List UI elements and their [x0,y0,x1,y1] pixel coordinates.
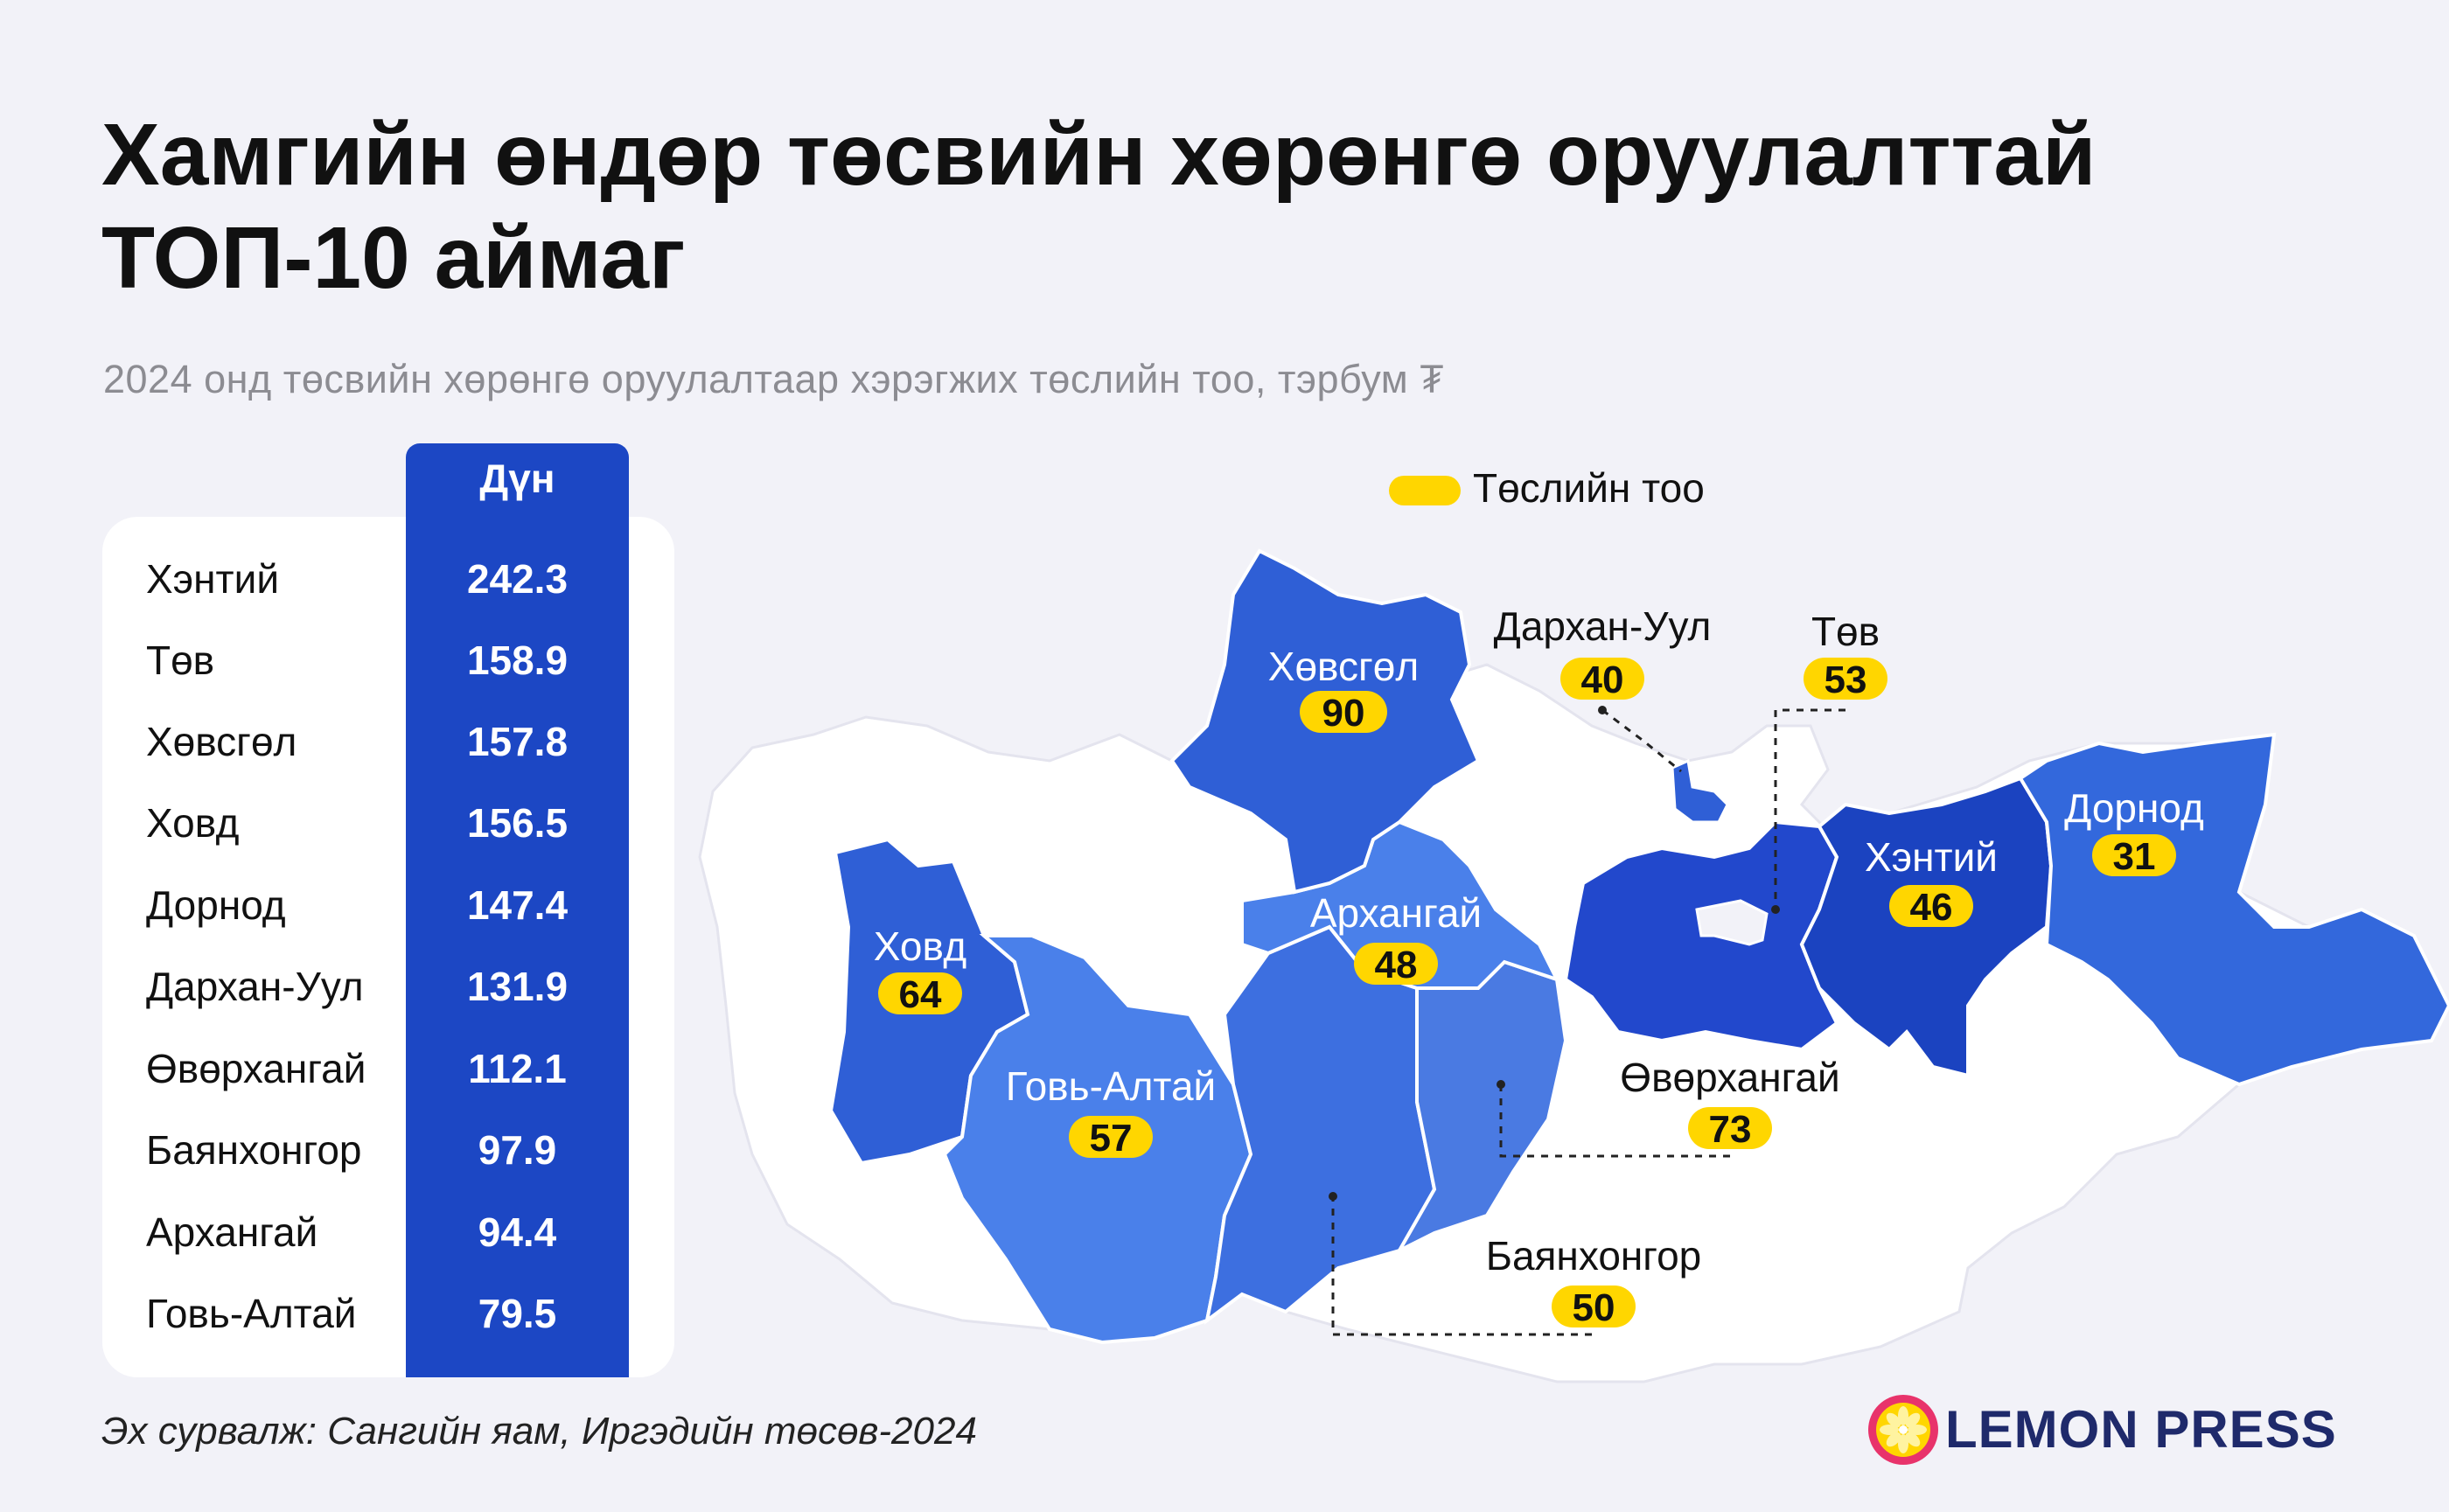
table-row: Төв 158.9 [102,620,629,701]
project-count-bayankhongor: 50 [1573,1286,1615,1329]
project-count-khovsgol: 90 [1322,692,1365,735]
region-label-arkhangai: Архангай [1310,890,1482,936]
project-count-uvurkhangai: 73 [1709,1108,1752,1151]
region-label-khovsgol: Хөвсгөл [1268,644,1419,689]
project-count-tov: 53 [1825,658,1867,701]
project-count-khovd: 64 [899,973,942,1016]
aimag-name: Хэнтий [146,556,280,602]
region-dornod [2018,732,2449,1087]
table-row: Хэнтий 242.3 [102,539,629,620]
region-label-uvurkhangai: Өвөрхангай [1620,1055,1839,1100]
aimag-value: 158.9 [466,638,569,683]
region-label-tov: Төв [1811,609,1880,654]
table-row: Баянхонгор 97.9 [102,1110,629,1191]
legend-swatch [1389,476,1461,505]
project-count-darkhan: 40 [1581,658,1624,701]
project-badge [1300,691,1387,733]
aimag-value: 79.5 [478,1291,557,1336]
project-badge [1354,943,1438,985]
logo-text: LEMON PRESS [1945,1400,2337,1459]
aimag-name: Архангай [146,1209,318,1255]
aimag-value: 147.4 [466,882,569,928]
region-label-darkhan: Дархан-Уул [1494,603,1712,649]
project-badge [1552,1286,1636,1327]
table-row: Хөвсгөл 157.8 [102,701,629,783]
project-badge [1688,1107,1772,1149]
region-darkhan [1671,758,1729,824]
legend-label: Төслийн тоо [1473,465,1705,511]
project-badge [1069,1116,1153,1158]
leader-dot [1771,905,1780,914]
aimag-name: Говь-Алтай [146,1291,357,1336]
aimag-name: Ховд [146,800,240,846]
aimag-value: 242.3 [466,556,569,602]
table-row: Дархан-Уул 131.9 [102,946,629,1028]
value-column-background [406,443,629,1377]
table-row: Архангай 94.4 [102,1192,629,1273]
source-note: Эх сурвалж: Сангийн яам, Иргэдийн төсөв-… [101,1410,977,1453]
aimag-name: Хөвсгөл [146,719,297,764]
table-row: Говь-Алтай 79.5 [102,1273,629,1355]
region-label-govialtai: Говь-Алтай [1006,1063,1217,1109]
aimag-value: 131.9 [466,964,569,1009]
aimag-value: 156.5 [466,800,569,846]
region-label-khentii: Хэнтий [1865,834,1998,880]
table-row: Дорнод 147.4 [102,865,629,946]
page-title: Хамгийн өндөр төсвийн хөрөнгө оруулалтта… [101,103,2393,310]
leader-line-darkhan [1601,708,1682,773]
project-badge [878,972,962,1014]
lemon-slice-icon [1868,1395,1938,1465]
project-count-arkhangai: 48 [1375,944,1418,986]
project-count-govialtai: 57 [1090,1117,1133,1160]
aimag-value: 94.4 [478,1209,557,1255]
title-line-2: ТОП-10 аймаг [101,209,686,307]
project-count-dornod: 31 [2113,835,2156,878]
leader-dot [1329,1192,1337,1201]
aimag-name: Дархан-Уул [146,964,364,1009]
region-label-khovd: Ховд [874,923,967,969]
leader-dot [1497,1080,1505,1089]
project-badge [1804,658,1887,700]
leader-line-bayankhongor [1331,1196,1592,1336]
aimag-name: Өвөрхангай [146,1046,366,1091]
capital-enclave [1695,899,1769,946]
region-label-bayankhongor: Баянхонгор [1486,1233,1702,1279]
project-badge [1889,885,1973,927]
table-row: Ховд 156.5 [102,783,629,864]
leader-dot [1598,706,1607,714]
aimag-value: 112.1 [468,1046,567,1091]
aimag-value: 157.8 [466,719,569,764]
aimag-value: 97.9 [478,1127,557,1173]
subtitle: 2024 онд төсвийн хөрөнгө оруулалтаар хэр… [103,357,1445,401]
project-badge [2092,834,2176,876]
value-column-header: Дүн [479,456,555,501]
title-line-1: Хамгийн өндөр төсвийн хөрөнгө оруулалтта… [101,106,2097,204]
aimag-name: Төв [146,638,215,683]
project-badge [1560,658,1644,700]
aimag-name: Дорнод [146,882,286,928]
leader-line-uvurkhangai [1499,1084,1730,1158]
region-label-dornod: Дорнод [2064,785,2204,831]
table-row: Өвөрхангай 112.1 [102,1028,629,1110]
aimag-name: Баянхонгор [146,1127,362,1173]
leader-line-tov [1774,708,1845,909]
project-count-khentii: 46 [1910,886,1953,929]
